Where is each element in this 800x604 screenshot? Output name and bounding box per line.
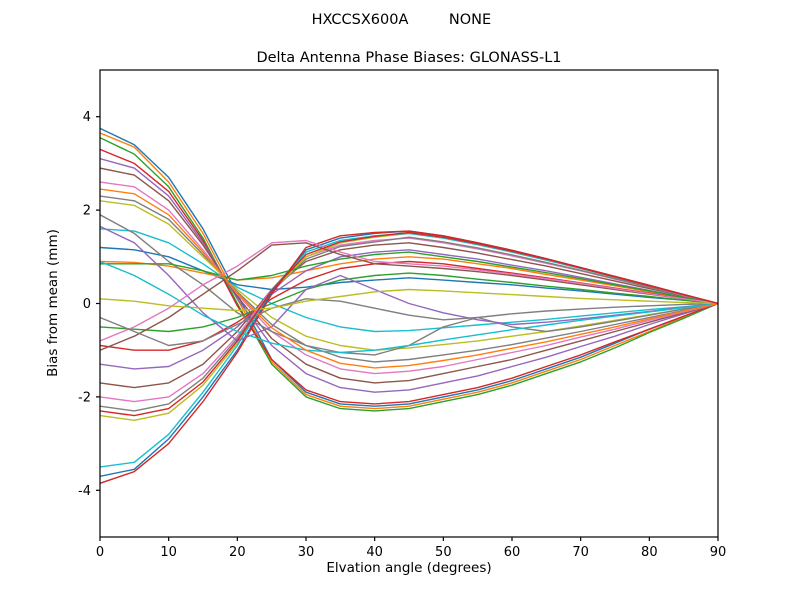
y-tick-label: 0 bbox=[83, 297, 91, 312]
x-tick-label: 70 bbox=[572, 545, 589, 560]
y-axis-label: Bias from mean (mm) bbox=[45, 229, 61, 377]
axes-title: Delta Antenna Phase Biases: GLONASS-L1 bbox=[256, 50, 561, 66]
series-line-S04 bbox=[100, 148, 718, 405]
y-tick-label: -2 bbox=[78, 390, 91, 405]
series-line-S21 bbox=[100, 230, 718, 477]
y-tick-label: -4 bbox=[78, 484, 91, 499]
x-tick-label: 30 bbox=[298, 545, 315, 560]
series-line-S05 bbox=[100, 158, 718, 393]
series-line-S26 bbox=[100, 242, 718, 351]
series-line-S16 bbox=[100, 242, 718, 389]
suptitle-right: NONE bbox=[449, 12, 491, 28]
series-line-S15 bbox=[100, 249, 718, 370]
y-tick-label: 2 bbox=[83, 204, 91, 219]
series-line-S18 bbox=[100, 236, 718, 412]
series-line-S11 bbox=[100, 246, 718, 305]
series-line-S28 bbox=[100, 298, 718, 347]
series-line-S25 bbox=[100, 225, 718, 342]
series-line-S10 bbox=[100, 228, 718, 333]
series-line-S30 bbox=[100, 260, 718, 354]
series-line-S01 bbox=[100, 127, 718, 407]
series-line-S13 bbox=[100, 272, 718, 333]
series-line-S07 bbox=[100, 181, 718, 375]
series-line-S09 bbox=[100, 200, 718, 351]
series-line-S31 bbox=[100, 188, 718, 369]
x-tick-label: 20 bbox=[229, 545, 246, 560]
series-line-S03 bbox=[100, 137, 718, 412]
series-line-S12 bbox=[100, 256, 718, 305]
y-tick-label: 4 bbox=[83, 110, 91, 125]
series-line-S14 bbox=[100, 260, 718, 351]
series-line-S02 bbox=[100, 132, 718, 410]
x-tick-label: 90 bbox=[710, 545, 727, 560]
x-tick-label: 0 bbox=[96, 545, 104, 560]
series-group bbox=[100, 127, 718, 484]
series-line-S27 bbox=[100, 239, 718, 342]
series-line-S08 bbox=[100, 195, 718, 363]
x-tick-label: 40 bbox=[366, 545, 383, 560]
x-tick-label: 50 bbox=[435, 545, 452, 560]
series-line-S32 bbox=[100, 231, 718, 417]
suptitle-left: HXCCSX600A bbox=[312, 12, 409, 28]
x-tick-label: 10 bbox=[160, 545, 177, 560]
series-line-S29 bbox=[100, 288, 718, 312]
x-axis-label: Elvation angle (degrees) bbox=[326, 560, 491, 576]
x-tick-label: 60 bbox=[504, 545, 521, 560]
axes-group: 0 10 20 30 40 50 60 70 80 90 -4 -2 0 2 4 bbox=[78, 69, 727, 560]
series-line-S24 bbox=[100, 251, 718, 305]
series-line-S06 bbox=[100, 167, 718, 384]
series-line-S23 bbox=[100, 214, 718, 356]
x-tick-label: 80 bbox=[641, 545, 658, 560]
